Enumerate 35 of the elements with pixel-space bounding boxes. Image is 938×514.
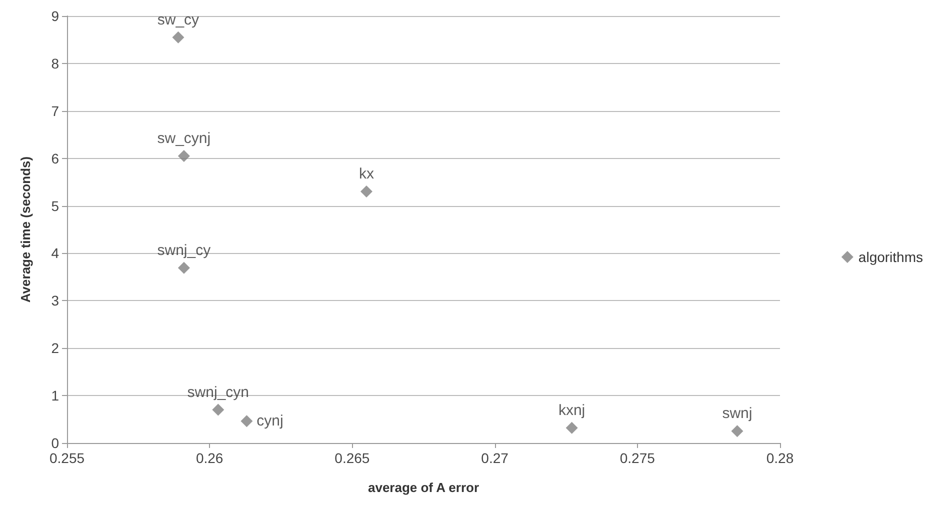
- x-tick-label: 0.275: [620, 450, 656, 466]
- point: [360, 186, 372, 198]
- x-tick-label: 0.265: [334, 450, 370, 466]
- point: [566, 422, 578, 434]
- point: [178, 150, 190, 162]
- x-tick-label: 0.26: [196, 450, 224, 466]
- x-tick-label: 0.28: [766, 450, 794, 466]
- y-tick-label: 1: [51, 388, 60, 404]
- x-axis-title: average of A error: [368, 480, 480, 495]
- annotation: swnj: [722, 405, 752, 422]
- annotation: swnj_cy: [157, 242, 212, 259]
- annotation: cynj: [256, 412, 284, 430]
- annotation: sw_cy: [157, 11, 200, 28]
- y-tick-label: 5: [51, 198, 60, 214]
- y-tick-label: 0: [51, 435, 60, 451]
- y-axis-title: Average time (seconds): [18, 156, 33, 303]
- y-tick-label: 7: [51, 102, 60, 119]
- point: [212, 404, 224, 416]
- y-tick-label: 2: [51, 340, 60, 356]
- y-tick-label: 8: [51, 55, 60, 72]
- point: [178, 262, 190, 274]
- legend-label: algorithms: [858, 249, 924, 265]
- y-tick-label: 9: [51, 8, 60, 24]
- annotation: kxnj: [558, 402, 586, 419]
- x-tick-label: 0.255: [49, 450, 85, 466]
- point: [172, 31, 184, 44]
- point: [240, 415, 253, 428]
- annotation: sw_cynj: [157, 130, 211, 147]
- annotation: swnj_cyn: [187, 384, 250, 401]
- x-tick-label: 0.27: [481, 450, 509, 466]
- y-tick-label: 3: [51, 292, 60, 309]
- y-tick-label: 4: [51, 245, 60, 262]
- y-tick-label: 6: [51, 150, 60, 166]
- point: [731, 425, 744, 438]
- annotation: kx: [358, 166, 374, 183]
